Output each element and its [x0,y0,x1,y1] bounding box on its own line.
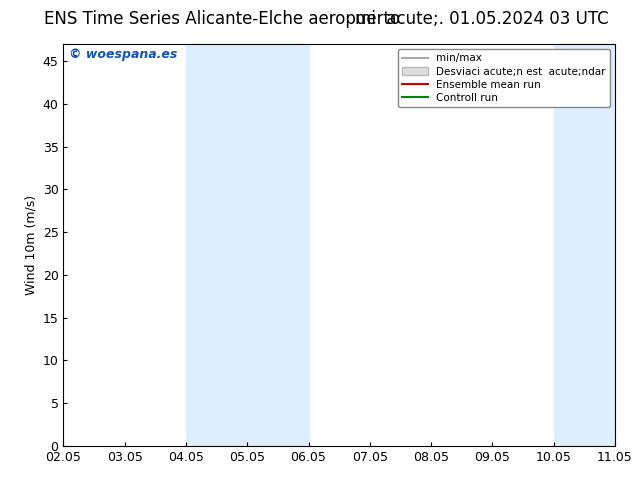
Text: mi  acute;. 01.05.2024 03 UTC: mi acute;. 01.05.2024 03 UTC [355,10,609,28]
Legend: min/max, Desviaci acute;n est  acute;ndar, Ensemble mean run, Controll run: min/max, Desviaci acute;n est acute;ndar… [398,49,610,107]
Bar [186,44,309,446]
Y-axis label: Wind 10m (m/s): Wind 10m (m/s) [24,195,37,295]
Text: ENS Time Series Alicante-Elche aeropuerto: ENS Time Series Alicante-Elche aeropuert… [44,10,400,28]
Text: © woespana.es: © woespana.es [69,48,178,61]
Bar [553,44,615,446]
